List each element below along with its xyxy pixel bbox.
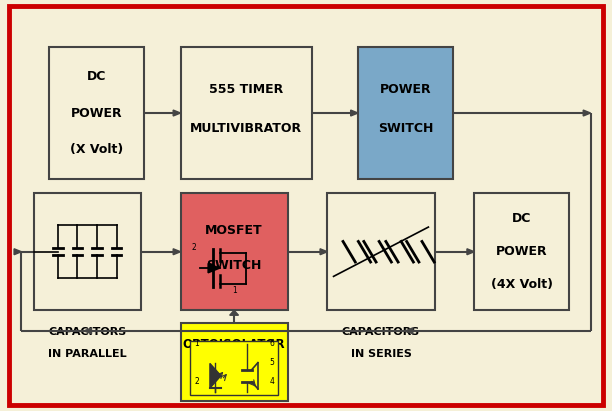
Text: CAPACITORS: CAPACITORS (48, 327, 126, 337)
Text: SWITCH: SWITCH (206, 259, 262, 272)
Polygon shape (173, 110, 181, 116)
Text: DC: DC (87, 70, 106, 83)
Text: MOSFET: MOSFET (205, 224, 263, 237)
Bar (181, 323, 288, 401)
Text: SWITCH: SWITCH (378, 122, 433, 135)
Polygon shape (173, 249, 181, 255)
Polygon shape (208, 263, 220, 273)
Text: POWER: POWER (496, 245, 548, 258)
Text: 1: 1 (194, 339, 199, 348)
Bar (181, 47, 312, 179)
Text: CAPACITORS: CAPACITORS (342, 327, 420, 337)
Bar (474, 193, 569, 310)
Text: 4: 4 (269, 376, 274, 386)
Text: IN SERIES: IN SERIES (351, 349, 411, 359)
Text: POWER: POWER (70, 106, 122, 120)
Polygon shape (583, 110, 591, 116)
Text: 5: 5 (269, 358, 274, 367)
Text: OPTOISOLATOR: OPTOISOLATOR (183, 338, 285, 351)
Polygon shape (351, 110, 358, 116)
Text: 2: 2 (192, 243, 196, 252)
Polygon shape (320, 249, 327, 255)
Bar (190, 342, 278, 395)
Text: (X Volt): (X Volt) (70, 143, 123, 156)
Polygon shape (210, 363, 221, 388)
Text: DC: DC (512, 212, 531, 226)
Polygon shape (230, 310, 239, 315)
Polygon shape (14, 249, 21, 255)
Bar (49, 47, 144, 179)
Text: MULTIVIBRATOR: MULTIVIBRATOR (190, 122, 302, 135)
Bar (327, 193, 435, 310)
Text: (4X Volt): (4X Volt) (491, 278, 553, 291)
Bar (34, 193, 141, 310)
Text: IN PARALLEL: IN PARALLEL (48, 349, 127, 359)
Bar (358, 47, 453, 179)
Text: POWER: POWER (379, 83, 431, 96)
Polygon shape (405, 328, 412, 334)
Text: 2: 2 (194, 376, 199, 386)
Text: 6: 6 (269, 339, 274, 348)
Polygon shape (84, 328, 92, 334)
Bar (181, 193, 288, 310)
Text: 555 TIMER: 555 TIMER (209, 83, 283, 96)
Polygon shape (467, 249, 474, 255)
Text: 1: 1 (233, 286, 237, 295)
